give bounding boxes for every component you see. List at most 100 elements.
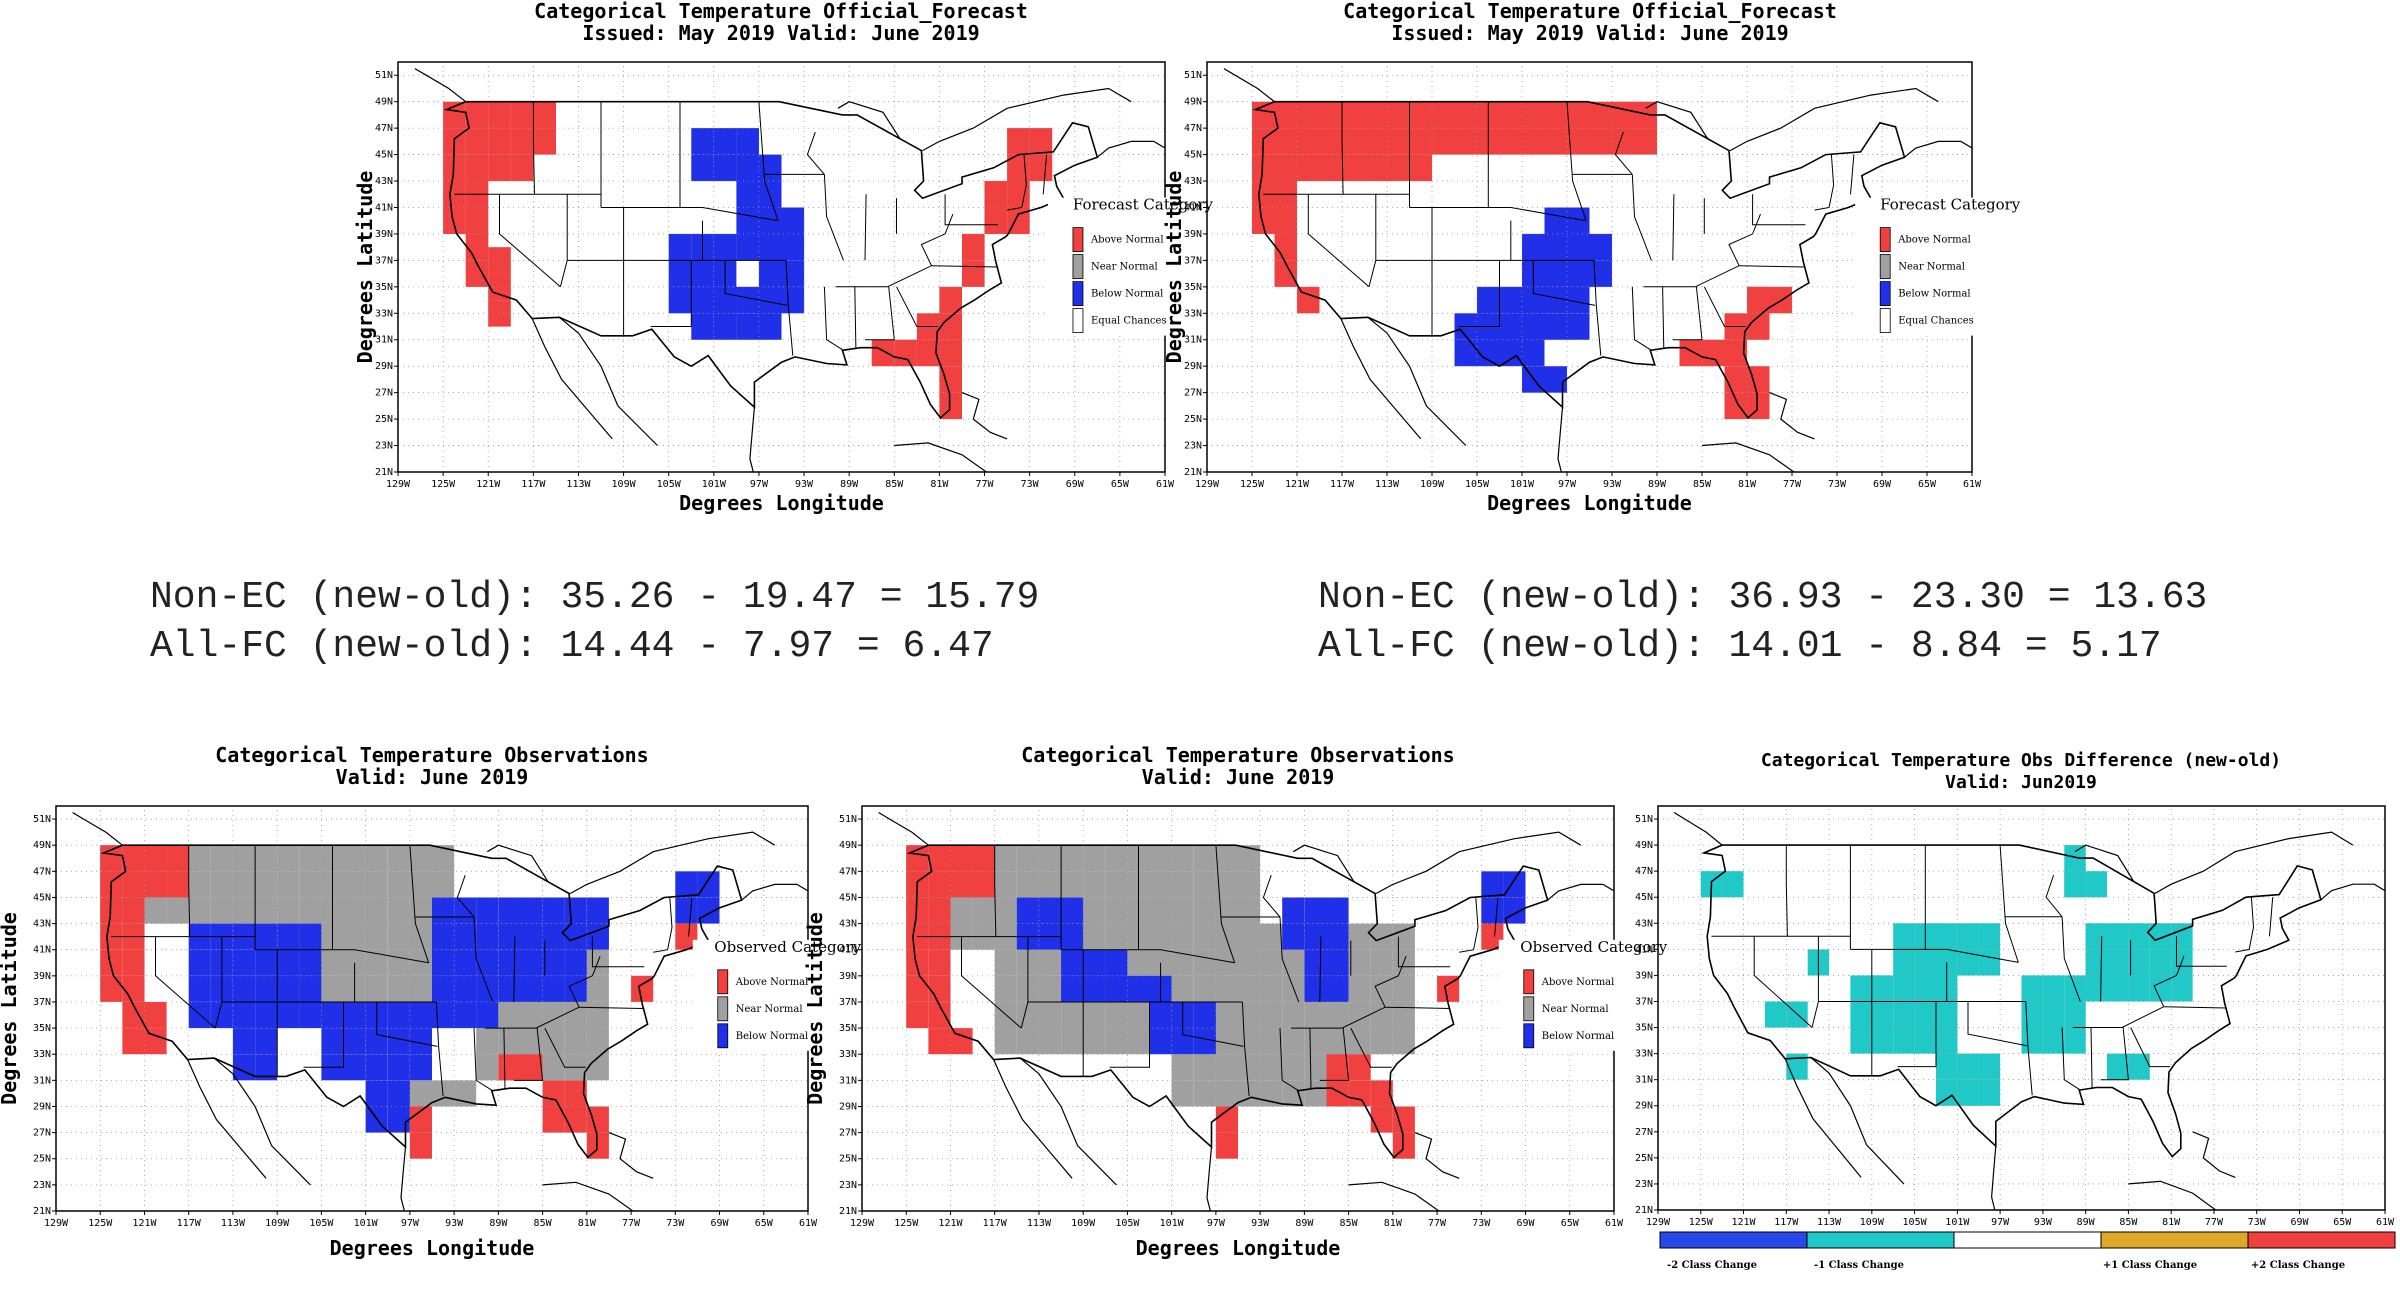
lat-tick-label: 45N — [1184, 150, 1202, 161]
legend-swatch — [1879, 308, 1891, 334]
state-boundary — [513, 1028, 544, 1081]
lon-tick-label: 109W — [612, 479, 637, 490]
lon-tick-label: 101W — [702, 479, 727, 490]
lat-tick-label: 29N — [375, 361, 393, 372]
grid-cell — [2021, 975, 2043, 1002]
grid-cell — [1522, 233, 1545, 261]
grid-cell — [1105, 1028, 1128, 1055]
state-boundary — [1785, 845, 1788, 937]
grid-cell — [343, 1054, 366, 1081]
grid-cell — [454, 975, 477, 1002]
grid-cell — [1348, 1028, 1371, 1055]
lon-tick-label: 69W — [1516, 1218, 1535, 1229]
lat-tick-label: 37N — [1635, 996, 1653, 1007]
grid-cell — [1764, 1001, 1787, 1028]
grid-cell — [564, 949, 587, 976]
lat-tick-label: 39N — [1184, 229, 1202, 240]
state-boundary — [188, 845, 191, 937]
grid-cell — [144, 897, 167, 924]
grid-cell — [1061, 949, 1084, 976]
lat-tick-label: 49N — [1635, 840, 1653, 851]
grid-cell — [299, 897, 322, 924]
grid-cell — [2064, 871, 2086, 898]
grid-cell — [1274, 128, 1297, 155]
state-boundary — [1215, 845, 1236, 963]
grid-cell — [1304, 1002, 1327, 1029]
lon-tick-label: 93W — [2034, 1217, 2053, 1228]
lon-tick-label: 121W — [132, 1218, 157, 1229]
grid-cell — [994, 845, 1017, 872]
lon-tick-label: 89W — [1648, 479, 1667, 490]
state-boundary — [823, 174, 844, 261]
panel-subtitle: Issued: May 2019 Valid: June 2019 — [582, 21, 979, 45]
grid-cell — [1193, 1080, 1216, 1107]
state-boundary — [1007, 154, 1027, 211]
grid-cell — [542, 897, 565, 924]
grid-cell — [736, 154, 759, 182]
y-axis-label: Degrees Latitude — [1162, 171, 1186, 364]
grid-cell — [1238, 975, 1261, 1002]
grid-cell — [144, 845, 167, 872]
grid-cell — [1544, 207, 1567, 234]
colorbar-segment — [2100, 1231, 2249, 1249]
grid-cell — [1274, 154, 1297, 182]
grid-cell — [1171, 1054, 1194, 1081]
grid-cell — [1105, 1002, 1128, 1029]
coastline — [1096, 140, 1165, 158]
grid-cell — [984, 181, 1008, 208]
coastline — [1645, 101, 1709, 140]
lon-tick-label: 89W — [489, 1218, 508, 1229]
grid-cell — [166, 871, 189, 898]
grid-cell — [713, 154, 737, 182]
grid-cell — [299, 845, 322, 872]
grid-cell — [510, 128, 534, 155]
lon-tick-label: 97W — [1991, 1217, 2010, 1228]
grid-cell — [1105, 949, 1128, 976]
grid-cell — [1364, 128, 1387, 155]
grid-cell — [488, 101, 511, 129]
legend-label: Below Normal — [1091, 289, 1163, 300]
grid-cell — [520, 975, 543, 1002]
grid-cell — [1567, 128, 1590, 155]
grid-cell — [542, 1080, 565, 1107]
grid-cell — [564, 897, 587, 924]
grid-cell — [476, 1028, 499, 1055]
grid-cell — [950, 897, 973, 924]
grid-cell — [1544, 286, 1567, 314]
coastline — [486, 844, 549, 883]
grid-cell — [1304, 1054, 1327, 1081]
grid-cell — [564, 1106, 587, 1133]
grid-cell — [1544, 260, 1567, 287]
grid-cell — [1007, 128, 1030, 155]
lon-tick-label: 101W — [1945, 1217, 1970, 1228]
lat-tick-label: 51N — [33, 814, 51, 825]
grid-cell — [1007, 207, 1030, 234]
legend-title: Observed Category — [1520, 938, 1667, 956]
grid-cell — [1326, 923, 1349, 950]
grid-cell — [210, 897, 233, 924]
grid-cell — [984, 207, 1008, 234]
state-boundary — [485, 1006, 645, 1029]
grid-cell — [299, 1002, 322, 1029]
lon-tick-label: 85W — [2119, 1217, 2138, 1228]
grid-cell — [387, 949, 410, 976]
grid-cell — [1567, 313, 1590, 340]
legend-swatch — [1879, 227, 1891, 253]
state-boundary — [1279, 916, 1300, 1003]
grid-cell — [1978, 1079, 2001, 1106]
grid-cell — [1193, 949, 1216, 976]
legend-swatch — [1072, 281, 1084, 307]
grid-cell — [758, 286, 782, 314]
grid-cell — [1567, 260, 1590, 287]
grid-cell — [1127, 1002, 1150, 1029]
grid-cell — [1016, 1028, 1039, 1055]
legend-swatch — [1072, 308, 1084, 334]
grid-cell — [122, 1028, 145, 1055]
grid-cell — [1342, 101, 1365, 129]
grid-cell — [1016, 897, 1039, 924]
grid-cell — [2042, 1027, 2065, 1054]
grid-cell — [1105, 871, 1128, 898]
grid-cell — [1029, 128, 1053, 155]
grid-cell — [1893, 975, 1915, 1002]
grid-cell — [1149, 949, 1172, 976]
